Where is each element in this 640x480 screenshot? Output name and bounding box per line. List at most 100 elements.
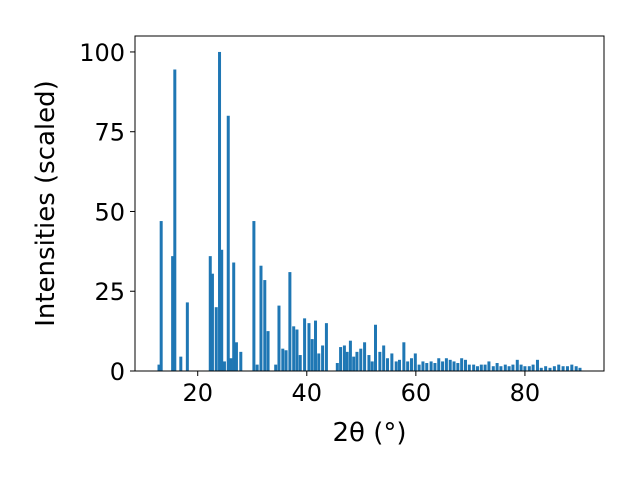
bar: [239, 351, 243, 371]
bar: [437, 358, 441, 371]
bar: [448, 359, 452, 371]
bar: [444, 358, 448, 371]
bar: [259, 265, 263, 371]
bar: [317, 353, 321, 371]
bar: [483, 364, 487, 371]
bar: [386, 358, 389, 371]
y-tick-label: 0: [110, 358, 125, 386]
bar: [527, 366, 531, 371]
x-axis-ticks: 20 40 60 80: [182, 371, 540, 407]
bar: [234, 342, 238, 371]
bar: [321, 345, 325, 371]
y-axis-label: Intensities (scaled): [31, 80, 61, 327]
bar: [367, 355, 371, 371]
bar: [499, 366, 503, 371]
bar: [314, 320, 318, 371]
bar: [232, 262, 236, 371]
bar: [570, 364, 574, 371]
bar: [523, 366, 527, 371]
x-tick-label: 40: [292, 379, 323, 407]
bar: [210, 273, 214, 371]
bar: [266, 331, 270, 371]
bar: [531, 364, 535, 371]
bar: [397, 359, 401, 371]
bar: [417, 364, 421, 371]
bar: [539, 367, 543, 371]
plot-frame: [134, 35, 605, 372]
bar: [548, 367, 552, 371]
bar: [348, 340, 352, 371]
bar: [252, 221, 256, 371]
bar: [394, 361, 398, 371]
bar: [472, 364, 476, 371]
bar: [578, 367, 582, 371]
bar: [460, 358, 464, 371]
bar: [324, 323, 328, 371]
bar: [544, 366, 548, 371]
bar: [255, 364, 259, 371]
bar: [288, 272, 292, 371]
bar: [421, 361, 425, 371]
bar: [220, 249, 224, 371]
y-axis-ticks: 0 25 50 75 100: [79, 39, 135, 386]
x-axis-label: 2θ (°): [332, 418, 406, 448]
bar: [222, 361, 226, 371]
bar: [565, 366, 569, 371]
y-tick-label: 75: [94, 119, 125, 147]
y-tick-label: 50: [94, 198, 125, 226]
bar: [487, 361, 491, 371]
bar: [226, 115, 230, 371]
bar: [307, 323, 311, 371]
bar: [382, 345, 386, 371]
bar: [402, 342, 406, 371]
bar: [406, 361, 410, 371]
bar: [274, 364, 278, 371]
bar: [339, 347, 343, 371]
bar: [310, 339, 314, 371]
bar: [452, 361, 456, 371]
bar: [441, 361, 445, 371]
bar: [456, 363, 460, 371]
x-tick-label: 20: [182, 379, 213, 407]
bar: [345, 351, 349, 371]
bar: [515, 359, 519, 371]
bar: [157, 364, 161, 371]
bar: [511, 364, 515, 371]
bar: [342, 345, 346, 371]
bar: [507, 366, 511, 371]
bar: [475, 366, 479, 371]
bar: [495, 363, 499, 371]
bar: [370, 361, 374, 371]
bar: [159, 221, 163, 371]
bars-group: [157, 51, 582, 371]
bar: [355, 351, 359, 371]
bar: [390, 353, 394, 371]
bar: [413, 353, 417, 371]
bar: [503, 364, 507, 371]
bar: [561, 366, 565, 371]
bar: [263, 280, 267, 371]
bar: [335, 363, 339, 371]
bar: [298, 355, 302, 371]
bar: [574, 366, 578, 371]
bar: [519, 364, 523, 371]
bar: [363, 342, 367, 371]
bar: [425, 363, 429, 371]
bar: [229, 358, 233, 371]
bar: [179, 356, 183, 371]
bar: [374, 324, 377, 371]
bar: [491, 366, 495, 371]
bar: [214, 307, 218, 371]
bar: [218, 51, 222, 371]
bar: [479, 364, 483, 371]
bar: [284, 350, 288, 371]
bar: [173, 69, 177, 371]
bar: [429, 361, 433, 371]
bar: [378, 351, 382, 371]
bar: [409, 358, 413, 371]
bar: [552, 366, 556, 371]
bar: [185, 302, 189, 371]
bar: [359, 348, 363, 371]
bar: [277, 305, 281, 371]
